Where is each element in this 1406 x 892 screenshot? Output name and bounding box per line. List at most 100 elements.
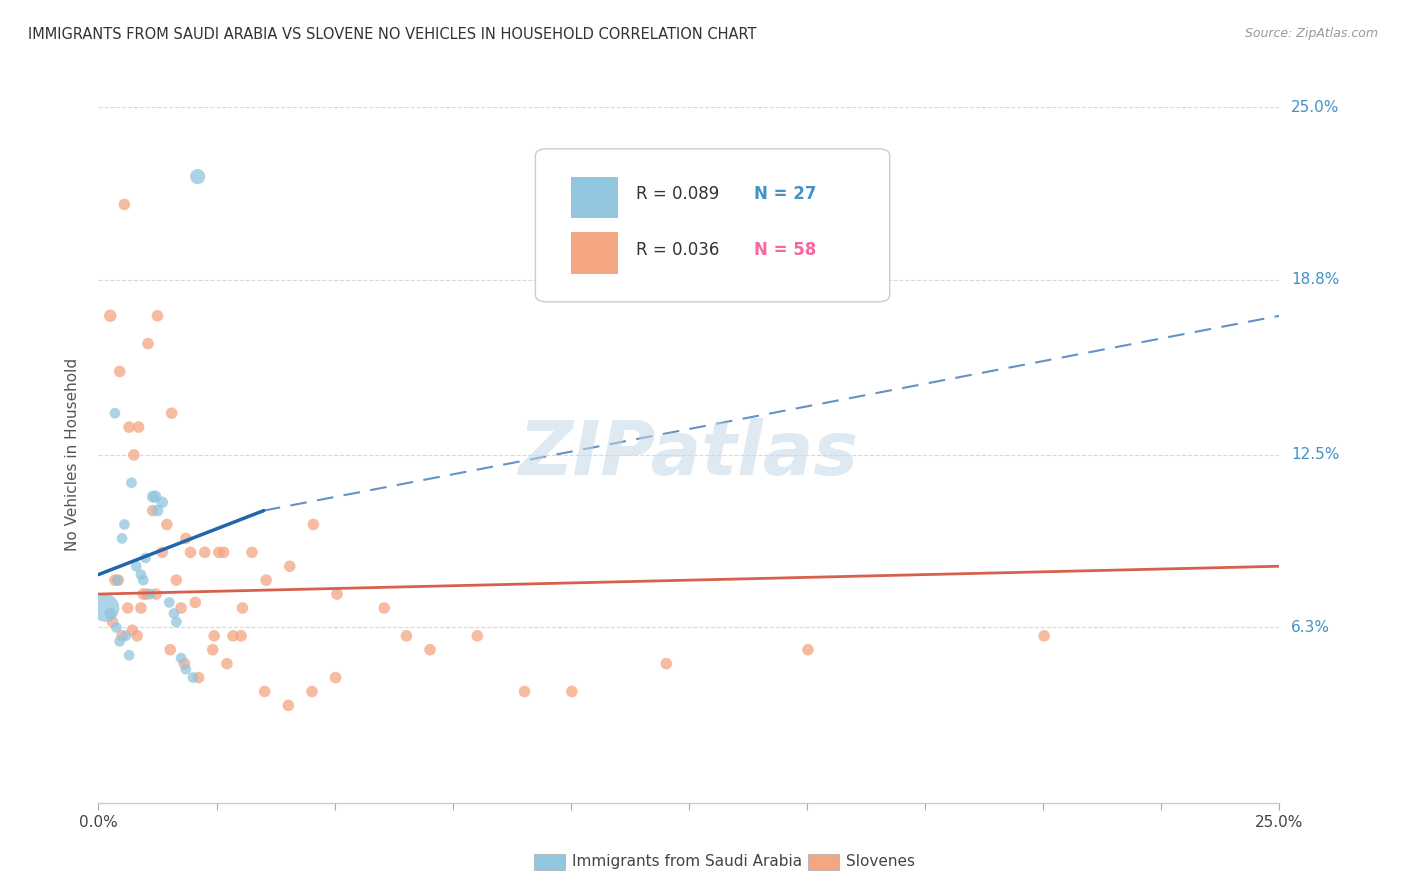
Point	[132, 573, 155, 587]
Point	[145, 587, 167, 601]
Point	[194, 545, 217, 559]
Point	[122, 448, 145, 462]
Point	[655, 657, 678, 671]
Point	[135, 587, 157, 601]
Point	[326, 587, 349, 601]
Point	[231, 601, 253, 615]
Point	[165, 573, 187, 587]
Point	[108, 364, 131, 378]
Text: Immigrants from Saudi Arabia: Immigrants from Saudi Arabia	[572, 855, 803, 869]
Point	[187, 671, 209, 685]
Point	[101, 615, 124, 629]
Point	[146, 503, 169, 517]
Point	[121, 624, 143, 638]
Point	[222, 629, 245, 643]
Point	[107, 573, 129, 587]
Point	[143, 490, 166, 504]
Point	[302, 517, 325, 532]
Point	[157, 595, 180, 609]
Point	[208, 545, 231, 559]
Point	[215, 657, 238, 671]
Point	[129, 601, 152, 615]
Point	[180, 545, 202, 559]
Point	[229, 629, 252, 643]
Point	[240, 545, 263, 559]
Point	[797, 642, 820, 657]
Bar	[571, 232, 619, 274]
Point	[139, 587, 162, 601]
Point	[173, 657, 195, 671]
Point	[114, 629, 136, 643]
Bar	[571, 177, 619, 219]
Point	[181, 671, 204, 685]
Point	[118, 420, 141, 434]
Point	[108, 634, 131, 648]
Text: R = 0.089: R = 0.089	[636, 185, 718, 203]
Point	[373, 601, 395, 615]
Text: ZIPatlas: ZIPatlas	[519, 418, 859, 491]
Point	[118, 648, 141, 663]
Point	[112, 517, 135, 532]
Point	[132, 587, 155, 601]
Point	[98, 607, 121, 621]
Point	[212, 545, 235, 559]
Text: 6.3%: 6.3%	[1291, 620, 1330, 635]
Point	[94, 601, 117, 615]
Point	[170, 651, 193, 665]
Point	[395, 629, 418, 643]
Point	[201, 642, 224, 657]
Point	[174, 662, 197, 676]
Point	[98, 309, 121, 323]
Point	[419, 642, 441, 657]
Point	[105, 620, 128, 634]
Point	[111, 532, 134, 546]
Point	[1033, 629, 1056, 643]
Point	[170, 601, 193, 615]
Point	[150, 545, 173, 559]
Point	[146, 309, 169, 323]
Point	[105, 573, 128, 587]
Point	[142, 490, 165, 504]
Point	[301, 684, 323, 698]
Point	[135, 550, 157, 565]
Point	[111, 629, 134, 643]
Point	[112, 197, 135, 211]
Text: N = 27: N = 27	[754, 185, 817, 203]
Point	[465, 629, 488, 643]
Point	[561, 684, 583, 698]
Point	[184, 595, 207, 609]
Text: 25.0%: 25.0%	[1291, 100, 1340, 114]
Text: IMMIGRANTS FROM SAUDI ARABIA VS SLOVENE NO VEHICLES IN HOUSEHOLD CORRELATION CHA: IMMIGRANTS FROM SAUDI ARABIA VS SLOVENE …	[28, 27, 756, 42]
Point	[117, 601, 139, 615]
Point	[325, 671, 347, 685]
Point	[129, 567, 152, 582]
FancyBboxPatch shape	[536, 149, 890, 301]
Text: 18.8%: 18.8%	[1291, 272, 1340, 287]
Point	[278, 559, 301, 574]
Point	[125, 559, 148, 574]
Point	[142, 503, 165, 517]
Point	[187, 169, 209, 184]
Point	[163, 607, 186, 621]
Y-axis label: No Vehicles in Household: No Vehicles in Household	[65, 359, 80, 551]
Text: R = 0.036: R = 0.036	[636, 241, 718, 259]
Point	[160, 406, 183, 420]
Point	[202, 629, 225, 643]
Point	[150, 495, 173, 509]
Point	[128, 420, 150, 434]
Point	[174, 532, 197, 546]
Point	[156, 517, 179, 532]
Point	[254, 573, 277, 587]
Text: Slovenes: Slovenes	[846, 855, 915, 869]
Point	[127, 629, 149, 643]
Point	[121, 475, 143, 490]
Point	[165, 615, 187, 629]
Point	[253, 684, 276, 698]
Point	[277, 698, 299, 713]
Point	[104, 406, 127, 420]
Point	[136, 336, 159, 351]
Text: 12.5%: 12.5%	[1291, 448, 1340, 462]
Text: N = 58: N = 58	[754, 241, 815, 259]
Point	[104, 573, 127, 587]
Point	[159, 642, 181, 657]
